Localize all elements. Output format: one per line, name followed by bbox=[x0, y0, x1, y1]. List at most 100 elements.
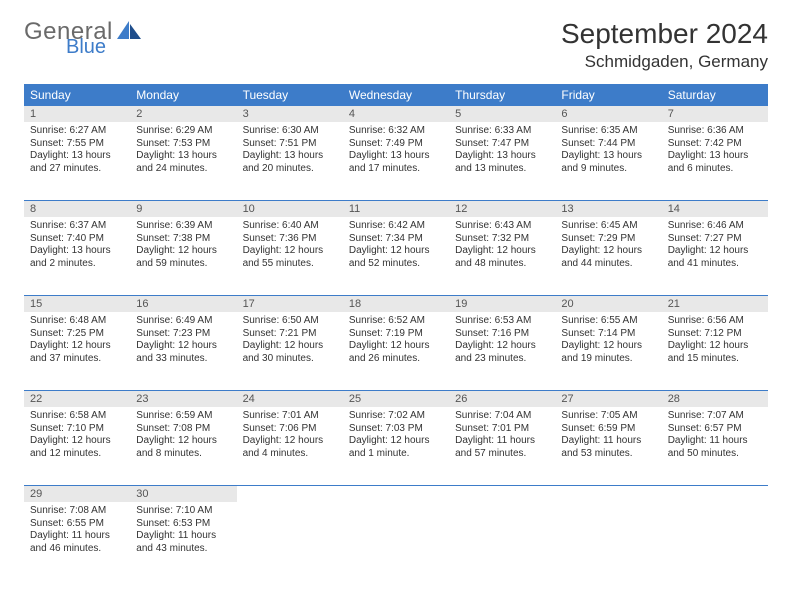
calendar-cell: Sunrise: 7:07 AMSunset: 6:57 PMDaylight:… bbox=[662, 407, 768, 485]
cell-line: Sunrise: 6:39 AM bbox=[136, 220, 230, 233]
cell-line: Sunrise: 6:43 AM bbox=[455, 220, 549, 233]
day-number: 18 bbox=[343, 296, 449, 312]
cell-line: and 17 minutes. bbox=[349, 163, 443, 176]
cell-line: Sunset: 7:36 PM bbox=[243, 233, 337, 246]
calendar-grid: Sunday Monday Tuesday Wednesday Thursday… bbox=[24, 84, 768, 580]
cell-line: Sunset: 7:14 PM bbox=[561, 328, 655, 341]
calendar-cell bbox=[662, 502, 768, 580]
weekday-label: Friday bbox=[555, 84, 661, 106]
calendar-cell: Sunrise: 6:42 AMSunset: 7:34 PMDaylight:… bbox=[343, 217, 449, 295]
calendar-cell: Sunrise: 6:50 AMSunset: 7:21 PMDaylight:… bbox=[237, 312, 343, 390]
day-number: 28 bbox=[662, 391, 768, 407]
cell-line: and 37 minutes. bbox=[30, 353, 124, 366]
day-number: 12 bbox=[449, 201, 555, 217]
cell-line: Sunrise: 7:01 AM bbox=[243, 410, 337, 423]
daynum-row: 15161718192021 bbox=[24, 296, 768, 312]
calendar-cell: Sunrise: 6:32 AMSunset: 7:49 PMDaylight:… bbox=[343, 122, 449, 200]
daynum-row: 891011121314 bbox=[24, 201, 768, 217]
cell-line: and 50 minutes. bbox=[668, 448, 762, 461]
cell-line: Daylight: 12 hours bbox=[455, 340, 549, 353]
cell-line: Sunrise: 6:46 AM bbox=[668, 220, 762, 233]
cell-line: Sunrise: 6:49 AM bbox=[136, 315, 230, 328]
cell-line: Sunset: 7:51 PM bbox=[243, 138, 337, 151]
day-number: 26 bbox=[449, 391, 555, 407]
cell-line: Sunset: 7:29 PM bbox=[561, 233, 655, 246]
cell-line: Sunrise: 7:08 AM bbox=[30, 505, 124, 518]
day-number: 29 bbox=[24, 486, 130, 502]
cell-line: Sunrise: 7:02 AM bbox=[349, 410, 443, 423]
cell-line: Sunrise: 6:42 AM bbox=[349, 220, 443, 233]
day-number: 17 bbox=[237, 296, 343, 312]
cell-line: Sunset: 7:27 PM bbox=[668, 233, 762, 246]
cell-line: Daylight: 12 hours bbox=[30, 435, 124, 448]
cell-line: and 6 minutes. bbox=[668, 163, 762, 176]
day-number bbox=[343, 486, 449, 502]
cell-line: and 43 minutes. bbox=[136, 543, 230, 556]
cell-line: Daylight: 12 hours bbox=[243, 340, 337, 353]
cell-line: Daylight: 12 hours bbox=[561, 340, 655, 353]
cell-line: Daylight: 12 hours bbox=[136, 245, 230, 258]
cell-line: and 1 minute. bbox=[349, 448, 443, 461]
calendar-cell bbox=[555, 502, 661, 580]
week-row: Sunrise: 6:27 AMSunset: 7:55 PMDaylight:… bbox=[24, 122, 768, 201]
day-number: 4 bbox=[343, 106, 449, 122]
week-row: Sunrise: 7:08 AMSunset: 6:55 PMDaylight:… bbox=[24, 502, 768, 580]
cell-line: Daylight: 12 hours bbox=[243, 245, 337, 258]
cell-line: and 48 minutes. bbox=[455, 258, 549, 271]
cell-line: Sunrise: 7:05 AM bbox=[561, 410, 655, 423]
cell-line: Sunset: 7:12 PM bbox=[668, 328, 762, 341]
weekday-label: Monday bbox=[130, 84, 236, 106]
cell-line: and 23 minutes. bbox=[455, 353, 549, 366]
day-number: 16 bbox=[130, 296, 236, 312]
calendar-cell bbox=[237, 502, 343, 580]
week-row: Sunrise: 6:37 AMSunset: 7:40 PM Daylight:… bbox=[24, 217, 768, 296]
weekday-header-row: Sunday Monday Tuesday Wednesday Thursday… bbox=[24, 84, 768, 106]
cell-line: Daylight: 11 hours bbox=[136, 530, 230, 543]
cell-line: Daylight: 11 hours bbox=[455, 435, 549, 448]
cell-line: Sunrise: 7:10 AM bbox=[136, 505, 230, 518]
cell-line: Sunset: 7:40 PM bbox=[30, 233, 124, 246]
cell-line: Sunrise: 6:59 AM bbox=[136, 410, 230, 423]
day-number: 13 bbox=[555, 201, 661, 217]
cell-line: Daylight: 13 hours bbox=[30, 150, 124, 163]
cell-line: Daylight: 12 hours bbox=[349, 245, 443, 258]
cell-line: Sunrise: 6:37 AM bbox=[30, 220, 124, 233]
day-number: 7 bbox=[662, 106, 768, 122]
calendar-cell: Sunrise: 7:02 AMSunset: 7:03 PMDaylight:… bbox=[343, 407, 449, 485]
cell-line: Sunrise: 6:53 AM bbox=[455, 315, 549, 328]
cell-line: Daylight: 13 hours bbox=[136, 150, 230, 163]
weekday-label: Tuesday bbox=[237, 84, 343, 106]
cell-line: Daylight: 12 hours bbox=[243, 435, 337, 448]
cell-line: and 30 minutes. bbox=[243, 353, 337, 366]
calendar-cell: Sunrise: 6:30 AMSunset: 7:51 PMDaylight:… bbox=[237, 122, 343, 200]
calendar-cell: Sunrise: 6:43 AMSunset: 7:32 PMDaylight:… bbox=[449, 217, 555, 295]
daynum-row: 22232425262728 bbox=[24, 391, 768, 407]
cell-line: Sunrise: 6:35 AM bbox=[561, 125, 655, 138]
calendar-cell: Sunrise: 7:05 AMSunset: 6:59 PMDaylight:… bbox=[555, 407, 661, 485]
cell-line: Daylight: 13 hours bbox=[561, 150, 655, 163]
page-header: General Blue September 2024 Schmidgaden,… bbox=[24, 18, 768, 72]
weekday-label: Thursday bbox=[449, 84, 555, 106]
cell-line: Sunrise: 6:56 AM bbox=[668, 315, 762, 328]
cell-line: Sunset: 7:06 PM bbox=[243, 423, 337, 436]
cell-line: and 2 minutes. bbox=[30, 258, 124, 271]
cell-line: and 52 minutes. bbox=[349, 258, 443, 271]
cell-line: Sunrise: 6:27 AM bbox=[30, 125, 124, 138]
cell-line: and 55 minutes. bbox=[243, 258, 337, 271]
cell-line: and 13 minutes. bbox=[455, 163, 549, 176]
day-number: 6 bbox=[555, 106, 661, 122]
calendar-cell: Sunrise: 6:48 AMSunset: 7:25 PMDaylight:… bbox=[24, 312, 130, 390]
daynum-row: 1234567 bbox=[24, 106, 768, 122]
cell-line: Sunset: 7:23 PM bbox=[136, 328, 230, 341]
cell-line: Sunset: 7:49 PM bbox=[349, 138, 443, 151]
calendar-cell: Sunrise: 6:36 AMSunset: 7:42 PMDaylight:… bbox=[662, 122, 768, 200]
cell-line: Daylight: 12 hours bbox=[668, 245, 762, 258]
calendar-cell: Sunrise: 7:10 AMSunset: 6:53 PMDaylight:… bbox=[130, 502, 236, 580]
cell-line: Sunset: 7:42 PM bbox=[668, 138, 762, 151]
day-number: 8 bbox=[24, 201, 130, 217]
cell-line: Sunset: 7:21 PM bbox=[243, 328, 337, 341]
cell-line: Daylight: 13 hours bbox=[668, 150, 762, 163]
calendar-cell: Sunrise: 6:35 AMSunset: 7:44 PMDaylight:… bbox=[555, 122, 661, 200]
day-number: 14 bbox=[662, 201, 768, 217]
cell-line: and 59 minutes. bbox=[136, 258, 230, 271]
